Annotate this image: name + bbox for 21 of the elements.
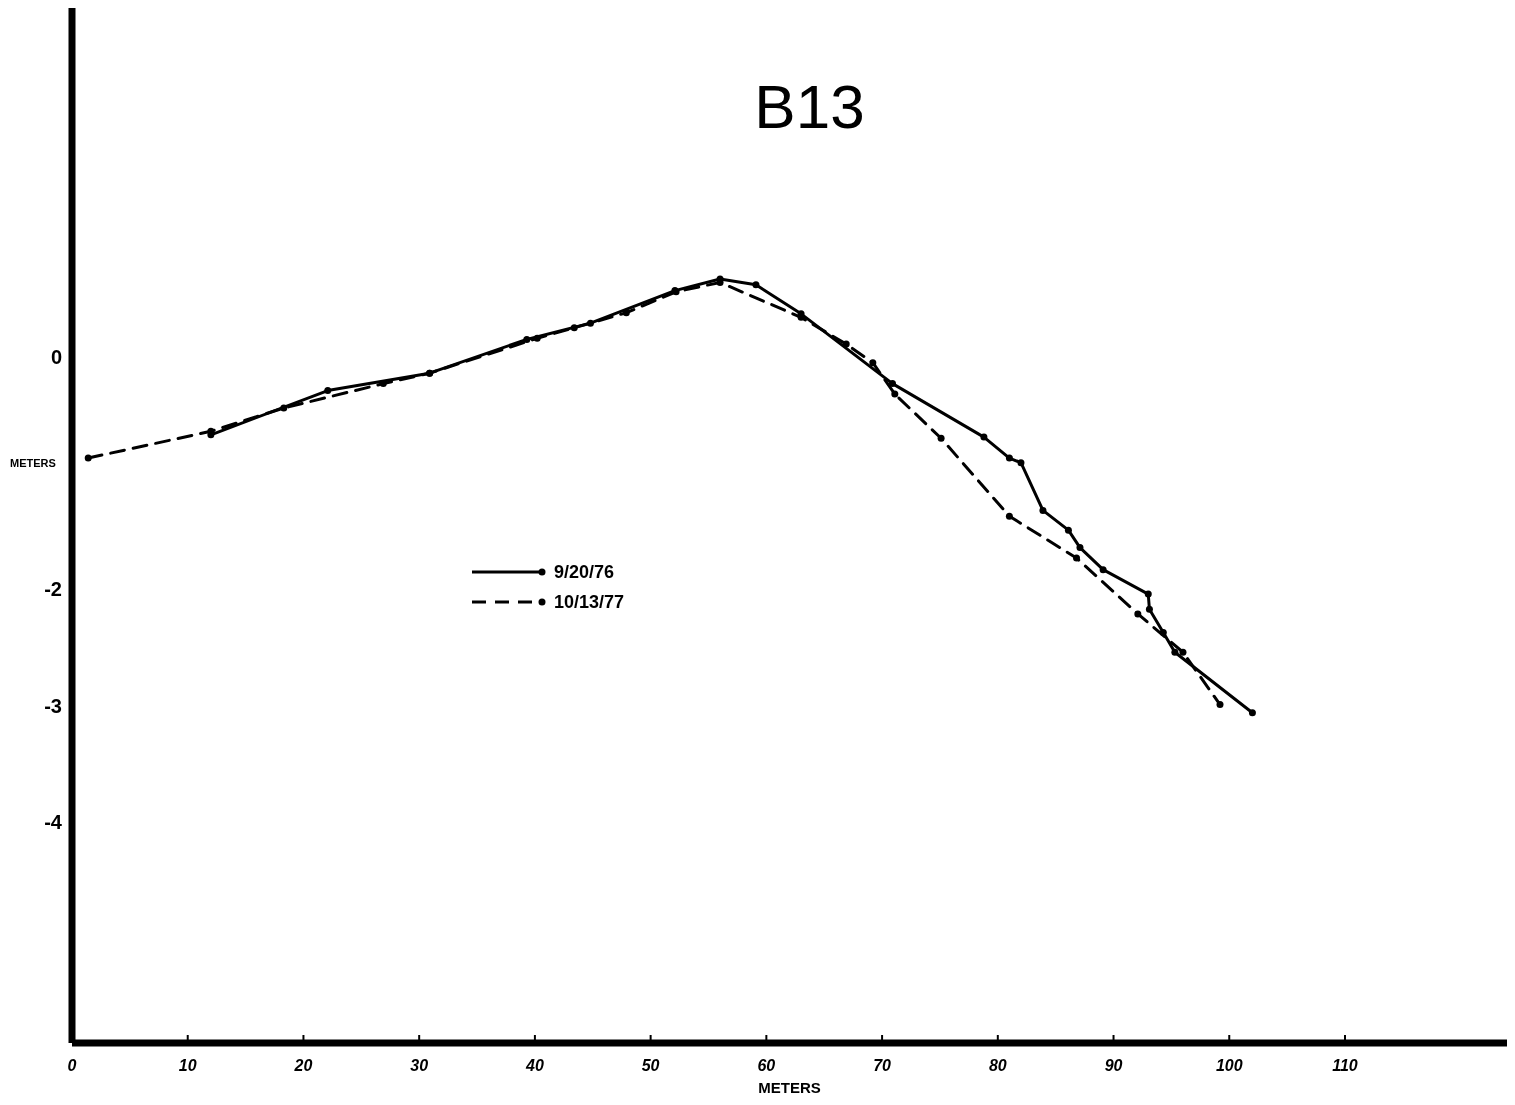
x-tick-label: 80	[988, 1057, 1007, 1074]
x-tick-label: 50	[641, 1057, 660, 1074]
x-tick-label: 70	[873, 1057, 892, 1074]
x-tick-label: 90	[1104, 1057, 1123, 1074]
x-tick-label: 110	[1332, 1057, 1358, 1074]
x-axis-title: METERS	[758, 1079, 821, 1096]
x-tick-label: 40	[525, 1057, 544, 1074]
x-tick-label: 30	[410, 1057, 429, 1074]
y-tick-label: -2	[44, 578, 62, 601]
x-tick-label: 20	[293, 1057, 313, 1074]
y-axis-title: METERS	[10, 457, 56, 470]
x-tick-label: 60	[757, 1057, 776, 1074]
x-tick-label: 100	[1215, 1057, 1243, 1074]
text: B13	[754, 72, 865, 141]
y-tick-label: 0	[50, 345, 62, 368]
legend-label: 9/20/76	[554, 562, 615, 583]
legend-label: 10/13/77	[554, 592, 625, 613]
y-tick-label: -3	[44, 694, 62, 717]
x-tick-label: 10	[178, 1057, 197, 1074]
x-tick-label: 0	[67, 1057, 77, 1074]
y-tick-label: -4	[44, 811, 63, 834]
